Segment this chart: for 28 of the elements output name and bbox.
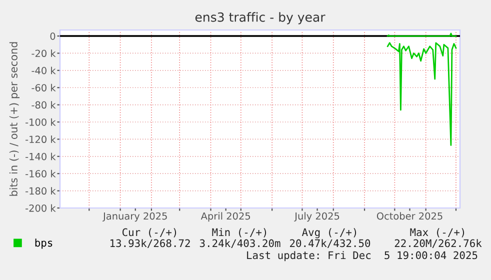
text: 20.47k/432.50 — [290, 239, 370, 248]
text: 13.93k/268.72 — [110, 239, 190, 248]
y-tick-label: -40 k — [32, 66, 56, 74]
text: Min (-/+) — [212, 228, 266, 238]
y-tick-label: -60 k — [32, 84, 56, 92]
line-series — [386, 42, 457, 146]
text: Cur (-/+) — [122, 228, 176, 238]
text: 22.20M/262.76k — [394, 239, 482, 248]
x-tick-label: January 2025 — [102, 212, 167, 222]
y-tick-label: -180 k — [26, 187, 56, 195]
text: 3.24k/403.20m — [200, 239, 280, 248]
text: Last update: Fri Dec 5 19:00:04 2025 — [247, 251, 478, 262]
y-tick-label: -140 k — [26, 152, 56, 160]
text: Avg (-/+) — [302, 228, 356, 238]
x-tick-label: July 2025 — [294, 212, 340, 222]
chart-title: ens3 traffic - by year — [195, 12, 326, 24]
y-tick-label: -120 k — [26, 136, 56, 144]
y-tick-label: 0 — [50, 32, 56, 40]
y-tick-label: -80 k — [32, 101, 56, 109]
y-tick-label: -200 k — [26, 204, 56, 212]
y-axis-title: bits in (-) / out (+) per second — [9, 42, 20, 196]
x-tick-label: April 2025 — [200, 212, 250, 222]
y-tick-label: -160 k — [26, 170, 56, 178]
y-tick-label: -20 k — [32, 50, 56, 58]
x-tick-label: October 2025 — [376, 212, 442, 220]
text: Max (-/+) — [410, 228, 464, 238]
legend-label: bps — [35, 238, 52, 249]
y-tick-label: -100 k — [26, 118, 56, 126]
